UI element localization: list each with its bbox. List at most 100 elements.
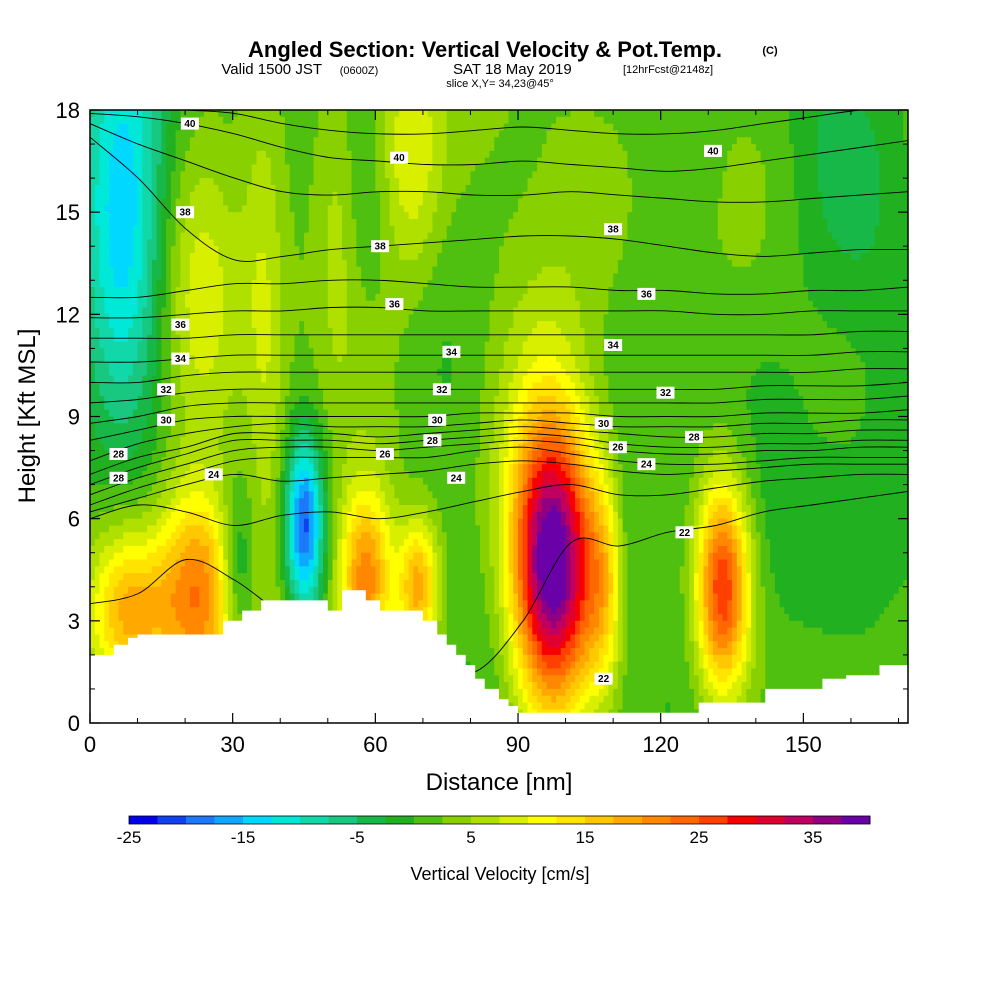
velocity-cell bbox=[390, 199, 395, 206]
velocity-cell bbox=[356, 151, 361, 158]
velocity-cell bbox=[237, 192, 242, 199]
velocity-cell bbox=[447, 253, 452, 260]
velocity-cell bbox=[461, 185, 466, 192]
velocity-cell bbox=[380, 212, 385, 219]
velocity-cell bbox=[618, 273, 623, 280]
velocity-cell bbox=[865, 301, 870, 308]
velocity-cell bbox=[822, 124, 827, 131]
velocity-cell bbox=[708, 171, 713, 178]
velocity-cell bbox=[261, 239, 266, 246]
velocity-cell bbox=[599, 219, 604, 226]
velocity-cell bbox=[147, 178, 152, 185]
velocity-cell bbox=[889, 178, 894, 185]
velocity-cell bbox=[651, 117, 656, 124]
velocity-cell bbox=[361, 253, 366, 260]
velocity-cell bbox=[337, 212, 342, 219]
velocity-cell bbox=[470, 158, 475, 165]
velocity-cell bbox=[813, 260, 818, 267]
velocity-cell bbox=[884, 117, 889, 124]
velocity-cell bbox=[656, 253, 661, 260]
velocity-cell bbox=[827, 117, 832, 124]
velocity-cell bbox=[333, 144, 338, 151]
velocity-cell bbox=[723, 117, 728, 124]
velocity-cell bbox=[813, 151, 818, 158]
velocity-cell bbox=[742, 178, 747, 185]
velocity-cell bbox=[751, 205, 756, 212]
velocity-cell bbox=[841, 246, 846, 253]
velocity-cell bbox=[380, 164, 385, 171]
velocity-cell bbox=[813, 130, 818, 137]
velocity-cell bbox=[551, 164, 556, 171]
velocity-cell bbox=[485, 171, 490, 178]
velocity-cell bbox=[394, 212, 399, 219]
velocity-cell bbox=[133, 253, 138, 260]
velocity-cell bbox=[794, 233, 799, 240]
velocity-cell bbox=[808, 144, 813, 151]
velocity-cell bbox=[509, 178, 514, 185]
velocity-cell bbox=[670, 158, 675, 165]
velocity-cell bbox=[594, 301, 599, 308]
velocity-cell bbox=[884, 185, 889, 192]
velocity-cell bbox=[637, 117, 642, 124]
velocity-cell bbox=[451, 158, 456, 165]
velocity-cell bbox=[247, 239, 252, 246]
velocity-cell bbox=[742, 137, 747, 144]
velocity-cell bbox=[451, 124, 456, 131]
velocity-cell bbox=[537, 287, 542, 294]
velocity-cell bbox=[509, 239, 514, 246]
velocity-cell bbox=[732, 226, 737, 233]
velocity-cell bbox=[675, 124, 680, 131]
velocity-cell bbox=[684, 246, 689, 253]
velocity-cell bbox=[494, 151, 499, 158]
velocity-cell bbox=[865, 144, 870, 151]
velocity-cell bbox=[223, 158, 228, 165]
velocity-cell bbox=[337, 117, 342, 124]
velocity-cell bbox=[713, 260, 718, 267]
velocity-cell bbox=[466, 267, 471, 274]
velocity-cell bbox=[665, 144, 670, 151]
velocity-cell bbox=[713, 171, 718, 178]
velocity-cell bbox=[394, 110, 399, 117]
velocity-cell bbox=[566, 301, 571, 308]
velocity-cell bbox=[157, 164, 162, 171]
velocity-cell bbox=[190, 253, 195, 260]
velocity-cell bbox=[898, 301, 903, 308]
velocity-cell bbox=[261, 171, 266, 178]
velocity-cell bbox=[104, 280, 109, 287]
velocity-cell bbox=[670, 171, 675, 178]
velocity-cell bbox=[627, 110, 632, 117]
velocity-cell bbox=[661, 280, 666, 287]
velocity-cell bbox=[827, 178, 832, 185]
velocity-cell bbox=[665, 205, 670, 212]
velocity-cell bbox=[100, 219, 105, 226]
velocity-cell bbox=[499, 110, 504, 117]
velocity-cell bbox=[100, 273, 105, 280]
velocity-cell bbox=[428, 178, 433, 185]
velocity-cell bbox=[775, 301, 780, 308]
velocity-cell bbox=[528, 164, 533, 171]
velocity-cell bbox=[223, 287, 228, 294]
velocity-cell bbox=[556, 301, 561, 308]
velocity-cell bbox=[328, 280, 333, 287]
velocity-cell bbox=[428, 144, 433, 151]
velocity-cell bbox=[114, 267, 119, 274]
velocity-cell bbox=[865, 294, 870, 301]
velocity-cell bbox=[637, 158, 642, 165]
velocity-cell bbox=[413, 246, 418, 253]
velocity-cell bbox=[228, 178, 233, 185]
velocity-cell bbox=[875, 117, 880, 124]
velocity-cell bbox=[523, 301, 528, 308]
velocity-cell bbox=[337, 185, 342, 192]
velocity-cell bbox=[494, 273, 499, 280]
velocity-cell bbox=[214, 178, 219, 185]
velocity-cell bbox=[342, 199, 347, 206]
velocity-cell bbox=[841, 171, 846, 178]
velocity-cell bbox=[627, 294, 632, 301]
velocity-cell bbox=[780, 151, 785, 158]
velocity-cell bbox=[157, 226, 162, 233]
velocity-cell bbox=[770, 260, 775, 267]
velocity-cell bbox=[737, 301, 742, 308]
velocity-cell bbox=[865, 185, 870, 192]
velocity-cell bbox=[860, 130, 865, 137]
velocity-cell bbox=[547, 164, 552, 171]
